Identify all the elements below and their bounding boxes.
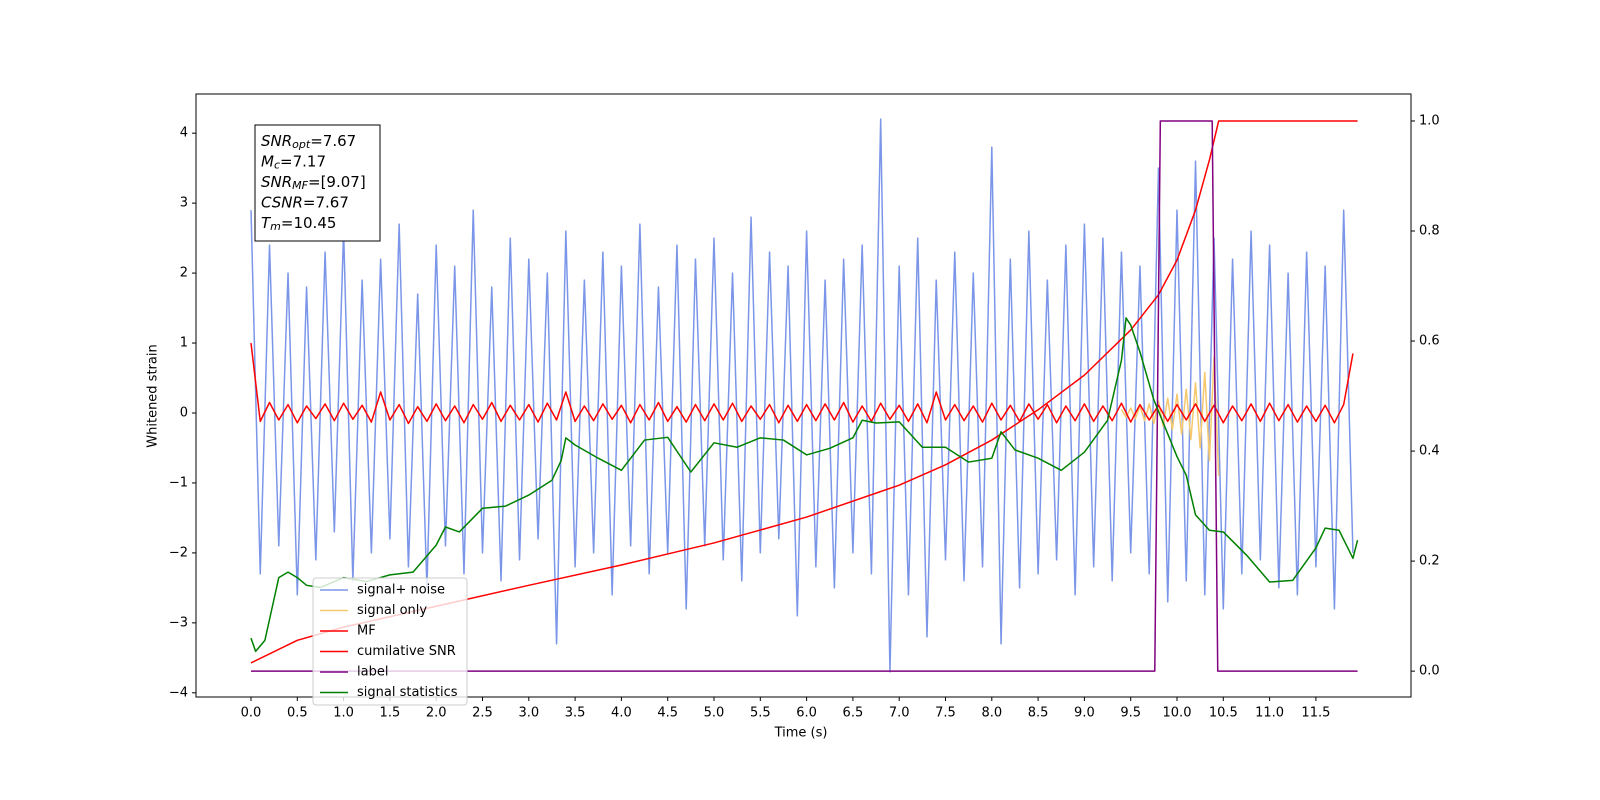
y2-tick-label: 0.2 [1419,554,1440,569]
x-tick-label: 4.0 [611,706,632,721]
axes-frame [195,93,1412,698]
legend-label: signal only [357,603,427,618]
x-tick-label: 5.0 [704,706,725,721]
y-tick-label: 4 [180,126,188,141]
series-line [1120,356,1220,476]
x-tick-label: 5.5 [750,706,771,721]
y-tick-label: 2 [180,266,188,281]
annotation-value: =10.45 [281,214,337,232]
y-tick-label: −1 [169,475,188,490]
x-tick-label: 6.0 [796,706,817,721]
y-tick-label: −3 [169,615,188,630]
annotation-value: =[9.07] [308,173,366,191]
annotation-symbol: SNR [261,173,292,191]
y-tick-label: 1 [180,336,188,351]
series-line [250,342,1354,425]
annotation-symbol: CSNR [261,193,303,211]
x-axis-label: Time (s) [774,726,828,741]
annotation-symbol: T [261,214,272,232]
annotation-value: =7.67 [310,132,356,150]
y-tick-label: −2 [169,545,188,560]
y-tick-label: 0 [180,405,188,420]
x-tick-label: 7.0 [889,706,910,721]
annotation-line: SNRopt=7.67 [261,132,356,152]
x-tick-label: 10.0 [1163,706,1192,721]
annotation-line: SNRMF=[9.07] [261,173,366,193]
x-tick-label: 3.5 [565,706,586,721]
legend-label: signal+ noise [357,583,445,598]
y-tick-label: 3 [180,196,188,211]
x-tick-label: 9.0 [1074,706,1095,721]
x-tick-label: 0.5 [287,706,308,721]
annotation-symbol: SNR [261,132,292,150]
x-tick-label: 0.0 [241,706,262,721]
legend-label: label [357,665,388,680]
legend-frame [312,577,468,706]
annotation-value: =7.17 [280,152,326,170]
x-tick-label: 11.0 [1255,706,1284,721]
x-tick-label: 2.5 [472,706,493,721]
annotation-subscript: MF [292,179,308,192]
x-tick-label: 1.0 [333,706,354,721]
annotation-line: Mc=7.17 [261,152,326,172]
annotation-frame [254,124,381,242]
series-line [251,120,1358,672]
x-tick-label: 11.5 [1301,706,1330,721]
y-tick-label: −4 [169,685,188,700]
annotation-line: Tm=10.45 [261,214,336,234]
x-tick-label: 1.5 [380,706,401,721]
series-line [250,317,1359,653]
x-tick-label: 3.0 [518,706,539,721]
annotation-subscript: m [270,220,281,233]
x-tick-label: 7.5 [935,706,956,721]
y-axis-label: Whitened strain [146,344,161,447]
annotation-box: SNRopt=7.67Mc=7.17SNRMF=[9.07]CSNR=7.67T… [254,124,381,242]
legend-label: signal statistics [357,685,458,700]
legend-label: MF [357,624,376,639]
annotation-symbol: M [261,152,274,170]
x-tick-label: 8.0 [981,706,1002,721]
annotation-value: =7.67 [303,193,349,211]
y2-tick-label: 1.0 [1419,113,1440,128]
legend: signal+ noise signal only MF cumilative SNR… [312,577,468,706]
x-tick-label: 6.5 [843,706,864,721]
x-tick-label: 2.0 [426,706,447,721]
annotation-line: CSNR=7.67 [261,193,349,211]
y2-tick-label: 0.0 [1419,664,1440,679]
annotation-subscript: c [274,159,280,172]
x-tick-label: 4.5 [657,706,678,721]
y2-tick-label: 0.6 [1419,334,1440,349]
x-tick-label: 10.5 [1209,706,1238,721]
y2-tick-label: 0.4 [1419,444,1440,459]
y2-tick-label: 0.8 [1419,223,1440,238]
series-line [250,118,1354,673]
annotation-subscript: opt [292,138,311,151]
x-tick-label: 8.5 [1028,706,1049,721]
legend-label: cumilative SNR [357,644,456,659]
x-tick-label: 9.5 [1120,706,1141,721]
